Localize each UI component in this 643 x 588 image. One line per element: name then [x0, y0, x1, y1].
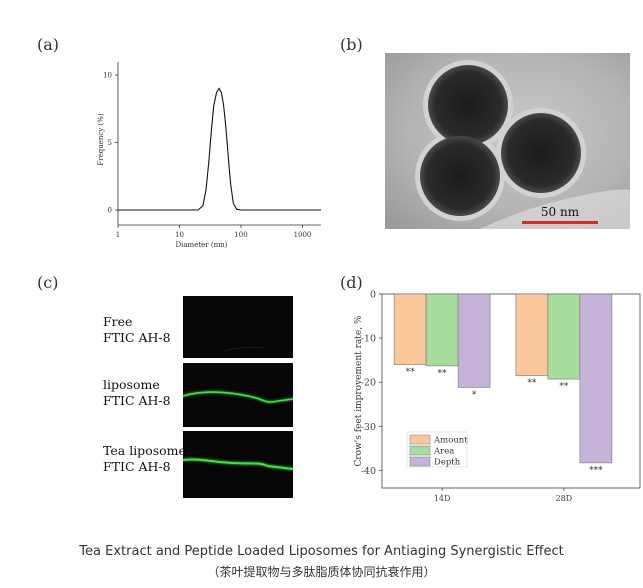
row-label-liposome: liposome FTIC AH-8 — [103, 377, 171, 409]
fluorescence-signal — [222, 347, 264, 352]
y-tick-label: -40 — [361, 466, 376, 477]
y-axis-label: Crow's feet improvement rate, % — [354, 315, 364, 466]
tem-micrograph: 50 nm — [385, 53, 630, 229]
particle — [420, 136, 500, 216]
particle — [501, 113, 581, 193]
legend-label-area: Area — [433, 447, 454, 457]
row-label-line: Tea liposome — [103, 443, 186, 458]
x-tick-label: 100 — [234, 231, 247, 239]
figure-caption: Tea Extract and Peptide Loaded Liposomes… — [79, 544, 564, 559]
significance-marker: ** — [527, 379, 537, 389]
bar-area-28d — [547, 293, 581, 380]
panel-d-letter: (d) — [340, 273, 363, 292]
row-label-line: Free — [103, 314, 133, 329]
x-tick-label: 1 — [116, 231, 120, 239]
x-tick-label: 28D — [556, 494, 573, 503]
legend-label-depth: Depth — [434, 458, 461, 468]
y-tick-label: 5 — [108, 139, 112, 147]
legend-swatch-area — [409, 445, 431, 456]
fluorescence-signal — [183, 458, 293, 470]
bar-area-14d — [425, 293, 459, 367]
scale-bar — [522, 221, 598, 224]
plot-frame — [381, 293, 641, 489]
bar-amount-28d — [515, 293, 549, 376]
row-label-tea-liposome: Tea liposome FTIC AH-8 — [103, 443, 186, 475]
bar-depth-14d — [457, 293, 491, 388]
panel-c-letter: (c) — [37, 273, 59, 292]
y-tick-label: 10 — [103, 72, 112, 80]
significance-marker: ** — [438, 369, 448, 379]
panel-b-letter: (b) — [340, 35, 363, 54]
y-tick-label: -10 — [361, 334, 376, 345]
x-tick-label: 1000 — [294, 231, 312, 239]
significance-marker: * — [472, 390, 477, 400]
y-tick-label: 0 — [370, 290, 376, 301]
fluorescence-signal — [183, 391, 293, 403]
row-label-line: liposome — [103, 377, 160, 392]
tem-film-edge — [480, 189, 630, 229]
panel-a-letter: (a) — [37, 35, 60, 54]
scale-bar-label: 50 nm — [541, 205, 580, 219]
significance-marker: *** — [589, 466, 603, 476]
row-label-line: FTIC AH-8 — [103, 330, 171, 345]
y-tick-label: 0 — [108, 207, 112, 215]
significance-marker: ** — [559, 382, 569, 392]
y-axis-label: Frequency (%) — [97, 113, 105, 165]
fluorescence-image-tea-liposome — [183, 431, 293, 498]
distribution-curve — [118, 87, 321, 211]
y-tick-label: -30 — [361, 422, 376, 433]
x-tick-label: 10 — [175, 231, 184, 239]
significance-marker: ** — [406, 368, 416, 378]
x-axis-label: Diameter (nm) — [176, 241, 228, 249]
row-label-free: Free FTIC AH-8 — [103, 314, 171, 346]
fluorescence-images — [183, 296, 293, 498]
y-tick-label: -20 — [361, 378, 376, 389]
legend-label-amount: Amount — [433, 436, 468, 446]
particle — [428, 65, 508, 145]
legend-swatch-depth — [409, 456, 431, 467]
row-label-line: FTIC AH-8 — [103, 459, 171, 474]
figure-caption-chinese: （茶叶提取物与多肽脂质体协同抗衰作用） — [207, 565, 436, 579]
bar-amount-14d — [393, 293, 427, 365]
legend-swatch-amount — [409, 434, 431, 445]
x-tick-label: 14D — [434, 494, 451, 503]
fluorescence-image-free — [183, 296, 293, 358]
bar-depth-28d — [579, 293, 613, 464]
row-label-line: FTIC AH-8 — [103, 393, 171, 408]
